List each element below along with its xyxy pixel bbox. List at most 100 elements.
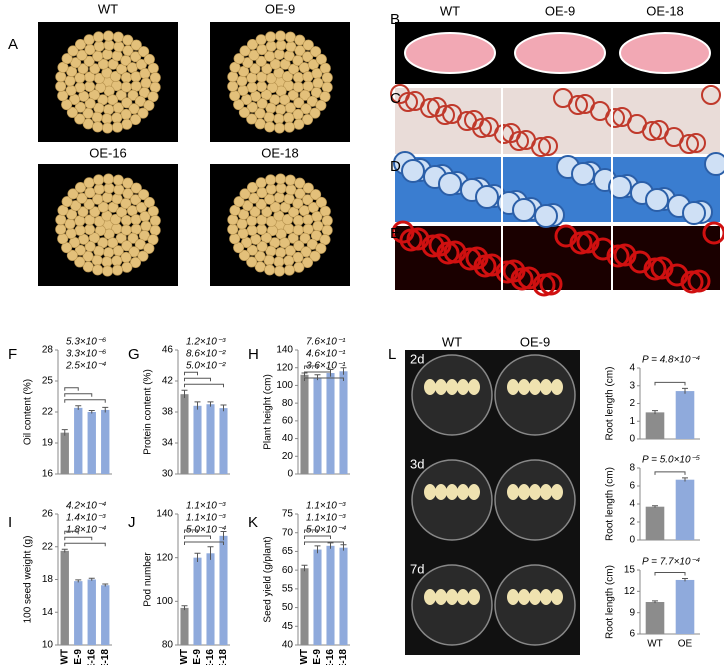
- seedling: [551, 484, 563, 500]
- cell: [569, 231, 593, 255]
- seed: [256, 44, 268, 56]
- error-bar: [652, 410, 658, 415]
- bracket: [184, 383, 224, 388]
- bracket: [184, 535, 211, 539]
- day-label: 2d: [410, 351, 424, 366]
- cell: [435, 105, 455, 125]
- bar: [101, 409, 110, 474]
- seed: [128, 246, 140, 258]
- y-tick-label: 55: [282, 583, 294, 594]
- panel-label: B: [390, 11, 400, 28]
- seed: [138, 46, 150, 58]
- bar: [675, 579, 695, 634]
- bracket: [304, 529, 318, 533]
- seed: [265, 174, 277, 186]
- seed: [103, 39, 115, 51]
- seed: [147, 62, 159, 74]
- column-label: WT: [442, 334, 462, 349]
- seed: [265, 40, 277, 52]
- seedling: [540, 589, 552, 605]
- seed-section: [514, 32, 606, 74]
- y-tick-label: 30: [162, 469, 174, 480]
- seed: [309, 250, 321, 262]
- seed: [149, 72, 161, 84]
- panel-label: H: [248, 346, 259, 363]
- seed: [74, 256, 86, 268]
- seed: [294, 177, 306, 189]
- seed: [273, 256, 285, 268]
- seed: [227, 80, 239, 92]
- y-tick-label: 25: [42, 376, 54, 387]
- bar: [180, 607, 189, 645]
- cell: [568, 95, 588, 115]
- y-tick-label: 34: [162, 438, 174, 449]
- bracket: [64, 393, 93, 397]
- seed: [274, 173, 286, 185]
- seed: [274, 122, 286, 134]
- seed: [93, 174, 105, 186]
- seed: [110, 70, 122, 82]
- seedling: [435, 589, 447, 605]
- cell: [534, 204, 558, 228]
- bar: [675, 391, 695, 439]
- bar: [339, 371, 348, 474]
- seed: [315, 99, 327, 111]
- bar: [193, 557, 202, 645]
- panel-label: G: [128, 346, 140, 363]
- bar: [645, 602, 665, 634]
- seed: [66, 106, 78, 118]
- error-bar: [75, 579, 82, 583]
- y-tick-label: 22: [42, 407, 54, 418]
- seed: [256, 224, 268, 236]
- bar: [60, 550, 69, 645]
- seed: [233, 53, 245, 65]
- cell: [645, 188, 669, 212]
- cell: [531, 137, 551, 157]
- seed: [246, 256, 258, 268]
- seed: [121, 97, 133, 109]
- bar: [645, 506, 665, 540]
- y-tick-label: 16: [42, 469, 54, 480]
- panel-label: I: [8, 514, 12, 531]
- seed: [275, 247, 287, 259]
- seedling: [435, 484, 447, 500]
- seed: [293, 261, 305, 273]
- seed: [292, 224, 304, 236]
- seed: [103, 104, 115, 116]
- error-bar: [207, 546, 214, 560]
- seed: [138, 189, 150, 201]
- seed: [93, 183, 105, 195]
- y-tick-label: 2: [629, 398, 635, 409]
- bar: [87, 579, 96, 645]
- y-tick-label: 12: [624, 586, 636, 597]
- seed: [287, 89, 299, 101]
- seed: [57, 90, 69, 102]
- error-bar: [301, 564, 308, 572]
- error-bar: [181, 605, 188, 611]
- cell: [399, 228, 423, 252]
- seed: [64, 75, 76, 87]
- bar: [60, 432, 69, 474]
- seed: [112, 31, 124, 43]
- seed: [120, 224, 132, 236]
- seed: [299, 232, 311, 244]
- y-tick-label: 120: [276, 362, 293, 373]
- seed: [84, 81, 96, 93]
- seed: [64, 218, 76, 230]
- seed: [93, 40, 105, 52]
- seed: [246, 244, 258, 256]
- bracket: [184, 371, 198, 376]
- seed: [84, 44, 96, 56]
- seed: [261, 206, 273, 218]
- y-tick-label: 14: [42, 607, 54, 618]
- seed: [110, 213, 122, 225]
- photo-label: WT: [98, 1, 118, 16]
- seedling: [457, 484, 469, 500]
- column-label: OE-9: [545, 3, 575, 18]
- error-bar: [207, 401, 214, 407]
- seed: [255, 177, 267, 189]
- p-value: 4.2×10⁻⁴: [66, 501, 106, 512]
- seed: [236, 218, 248, 230]
- seed: [275, 182, 287, 194]
- seed: [239, 188, 251, 200]
